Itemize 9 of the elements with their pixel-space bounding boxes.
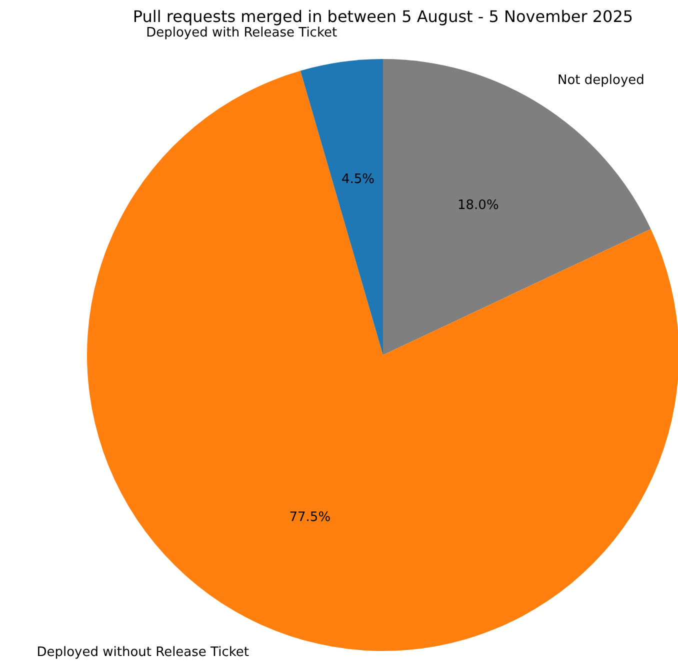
slice-label: Deployed with Release Ticket (146, 26, 338, 41)
pie-slice (300, 59, 383, 355)
data-label: 18.0% (458, 198, 499, 214)
slice-label: Deployed without Release Ticket (36, 644, 250, 660)
data-label: 77.5% (289, 510, 331, 525)
chart-title: Pull requests merged in between 5 August - 5 November 2025 (132, 7, 634, 26)
pie-slice (383, 59, 651, 355)
data-label: 4.5% (341, 172, 374, 188)
slice-label: Not deployed (557, 73, 644, 88)
